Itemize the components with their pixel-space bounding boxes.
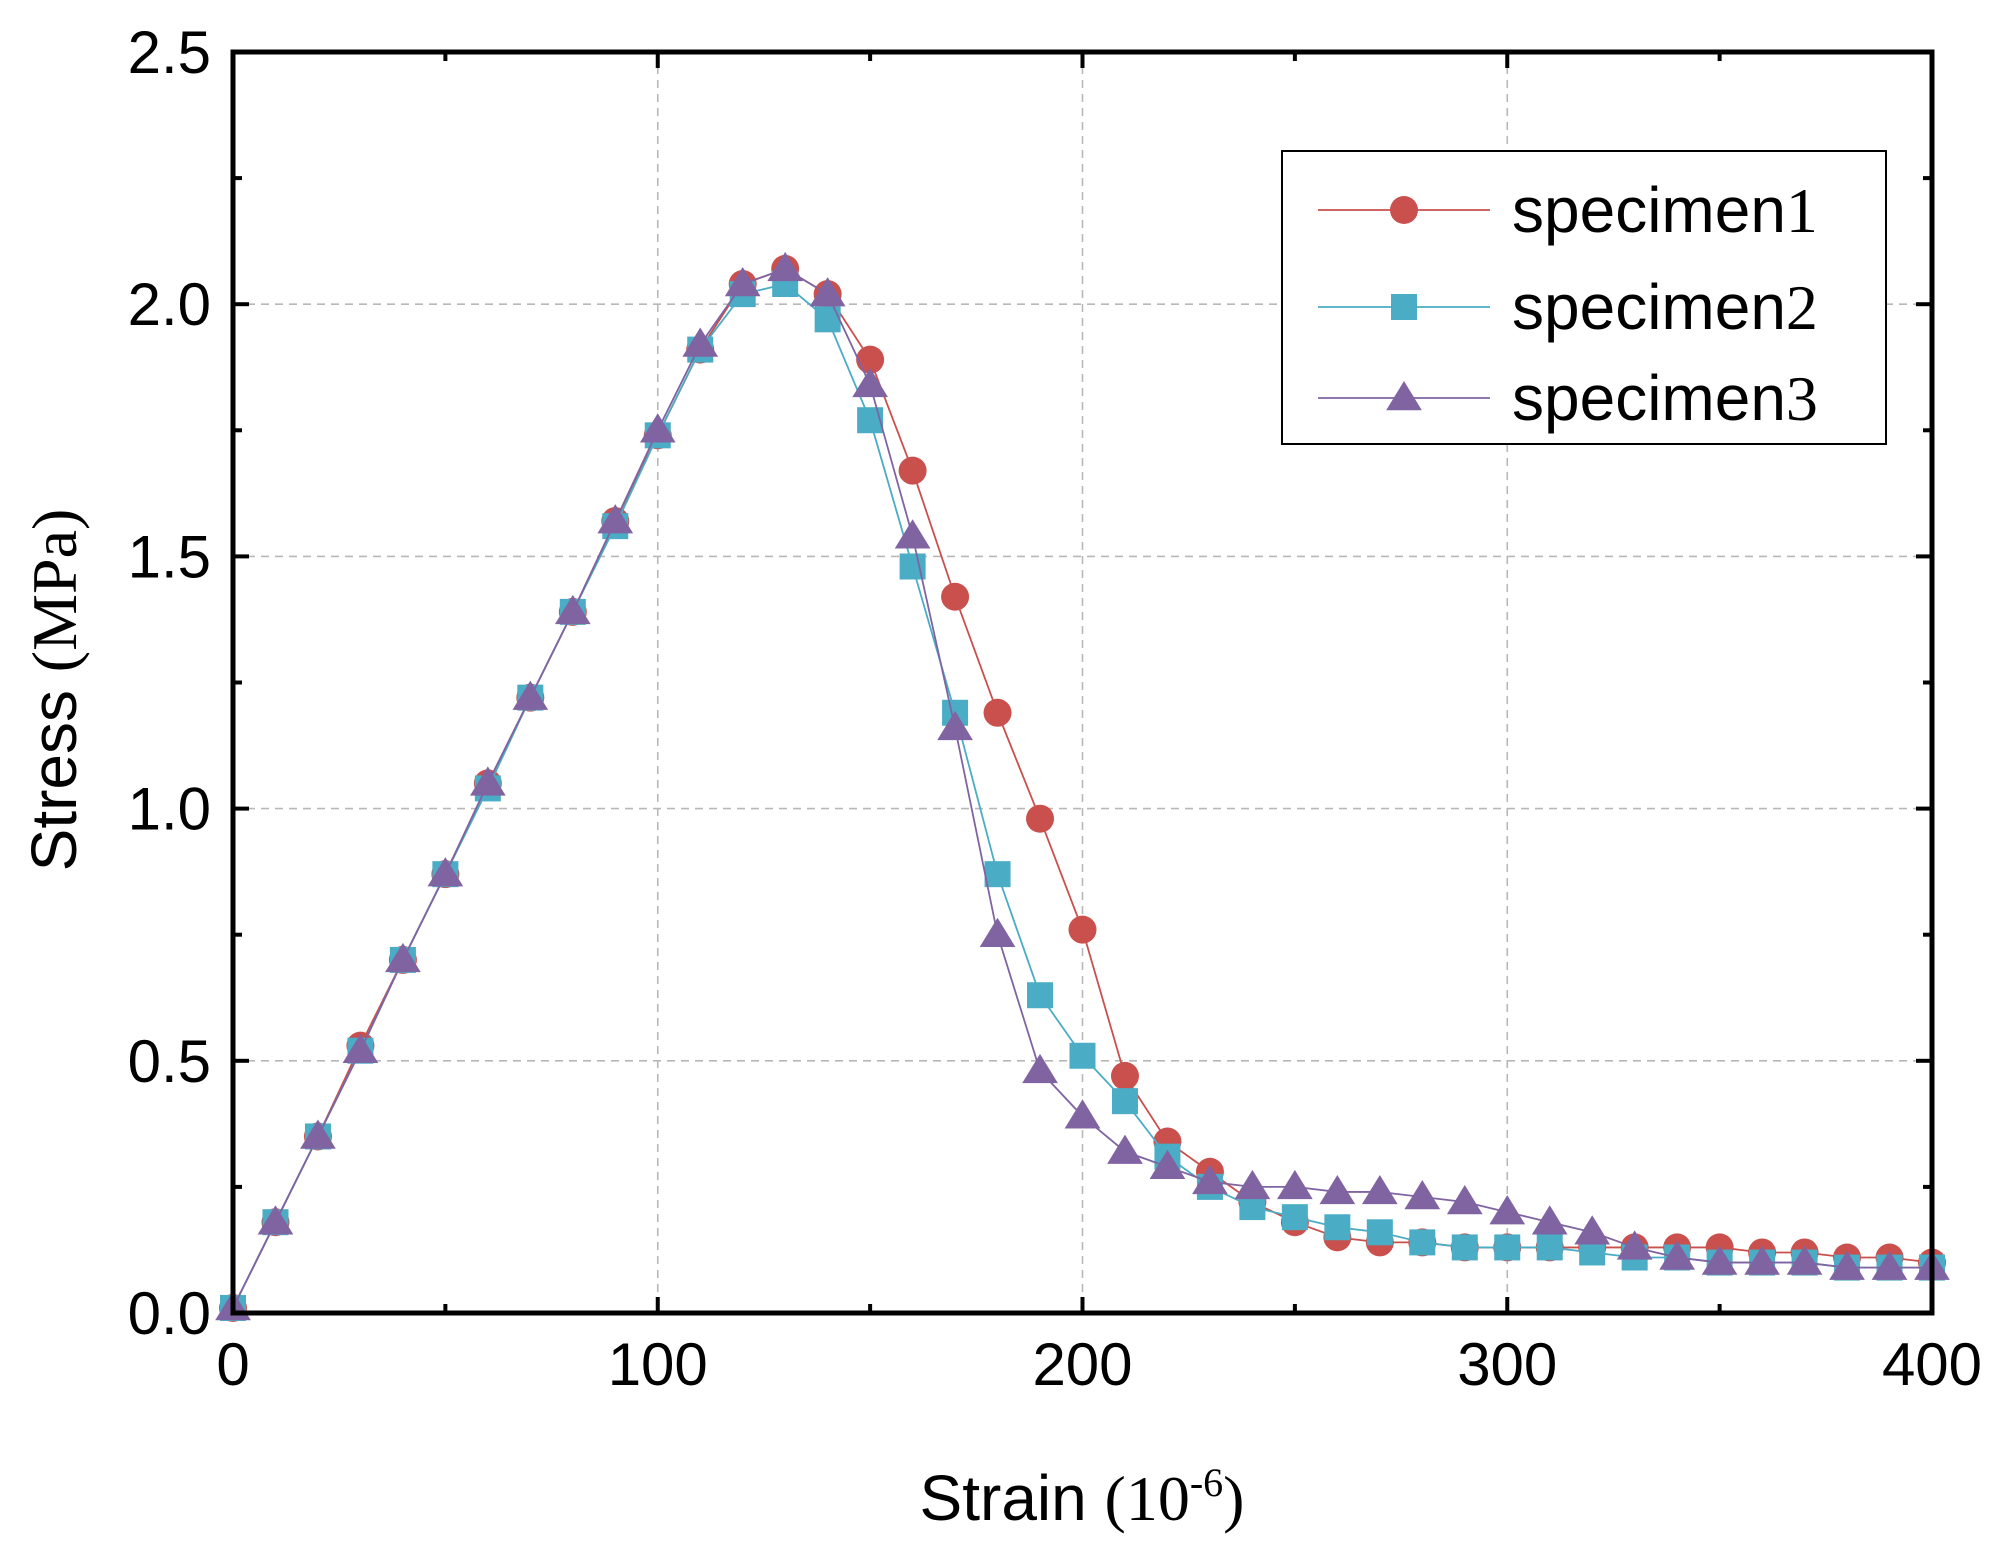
specimen3-point	[1616, 1230, 1653, 1260]
y-axis-title: Stress (MPa)	[18, 509, 90, 872]
legend-marker-specimen1	[1390, 196, 1418, 224]
specimen3-point	[1829, 1250, 1865, 1280]
y-tick-label: 0.0	[128, 1280, 211, 1347]
specimen2-point	[857, 407, 884, 434]
specimen3-point	[1234, 1169, 1271, 1200]
specimen3-point	[554, 594, 591, 625]
specimen3-point	[809, 277, 846, 307]
specimen3-point	[257, 1205, 294, 1235]
specimen3-point	[342, 1033, 379, 1063]
specimen3-point	[385, 942, 421, 973]
specimen3-point	[1277, 1169, 1313, 1200]
specimen3-point	[1701, 1245, 1738, 1275]
specimen3-point	[1531, 1205, 1568, 1235]
specimen1-point	[1110, 1061, 1139, 1090]
specimen3-point	[894, 519, 931, 549]
x-tick-label: 100	[608, 1331, 708, 1398]
y-tick-label: 1.0	[128, 776, 211, 843]
specimen3-point	[1404, 1179, 1441, 1210]
legend-entry-specimen1: specimen1	[1318, 174, 1818, 246]
specimen3-point	[1107, 1134, 1143, 1164]
specimen1-point	[1068, 915, 1097, 944]
specimen3-point	[724, 267, 761, 297]
specimen3-point	[1319, 1174, 1356, 1205]
axis-ticks	[231, 50, 1934, 1315]
specimen3-point	[597, 504, 634, 534]
y-tick-label: 2.0	[128, 271, 211, 338]
specimen3-point	[767, 251, 804, 282]
specimen1-point	[941, 582, 970, 611]
legend: specimen1 specimen2 specimen3	[1281, 150, 1887, 445]
specimen3-point	[1149, 1149, 1186, 1179]
specimen2-point	[1281, 1204, 1308, 1231]
specimen2-point	[814, 306, 841, 333]
series-layer	[215, 251, 1950, 1322]
specimen2-point	[1069, 1042, 1096, 1069]
specimen2-point	[1111, 1088, 1138, 1115]
specimen3-point	[937, 710, 973, 741]
specimen1-point	[983, 698, 1012, 727]
specimen3-point	[1786, 1245, 1823, 1275]
y-tick-label: 1.5	[128, 523, 211, 590]
specimen3-point	[1744, 1245, 1780, 1275]
specimen3-point	[1192, 1164, 1228, 1195]
specimen1-point	[856, 345, 885, 374]
specimen2-point	[1536, 1234, 1563, 1261]
specimen2-point	[1366, 1219, 1393, 1246]
specimen3-series	[215, 251, 1950, 1321]
specimen3-point	[639, 413, 676, 443]
specimen3-point	[1659, 1240, 1695, 1270]
specimen3-point	[1022, 1053, 1058, 1084]
specimen3-point	[1574, 1215, 1611, 1245]
axis-tick-labels: 0 100 200 300 400 0.0 0.5 1.0 1.5 2.0 2.5	[128, 19, 1982, 1398]
specimen1-point	[1026, 804, 1055, 833]
specimen1-point	[898, 456, 927, 485]
x-axis-title: Strain (10-6)	[920, 1460, 1245, 1534]
legend-marker-specimen3	[1386, 381, 1422, 411]
specimen2-point	[984, 861, 1011, 888]
legend-label-specimen3: specimen3	[1512, 362, 1818, 434]
legend-label-specimen1: specimen1	[1512, 174, 1818, 246]
specimen2-point	[1027, 982, 1054, 1009]
specimen3-point	[979, 917, 1016, 947]
y-tick-label: 0.5	[128, 1028, 211, 1095]
legend-label-specimen2: specimen2	[1512, 271, 1818, 343]
x-tick-label: 300	[1457, 1331, 1557, 1398]
y-tick-label: 2.5	[128, 19, 211, 86]
specimen3-point	[1489, 1195, 1526, 1225]
x-tick-label: 400	[1882, 1331, 1982, 1398]
legend-entry-specimen2: specimen2	[1318, 271, 1818, 343]
specimen3-point	[1446, 1185, 1483, 1215]
legend-box	[1281, 150, 1887, 445]
specimen3-point	[682, 327, 719, 357]
specimen3-point	[1361, 1174, 1398, 1205]
specimen3-point	[427, 857, 464, 887]
legend-entry-specimen3: specimen3	[1318, 362, 1818, 434]
specimen3-point	[300, 1119, 336, 1149]
specimen2-point	[1324, 1214, 1351, 1241]
specimen3-point	[852, 367, 888, 398]
specimen3-point	[1064, 1099, 1101, 1129]
specimen2-point	[1451, 1234, 1478, 1261]
specimen3-point	[1871, 1250, 1908, 1280]
legend-marker-specimen2	[1391, 294, 1417, 320]
specimen2-point	[1409, 1229, 1436, 1256]
x-tick-label: 200	[1032, 1331, 1132, 1398]
specimen2-point	[1494, 1234, 1521, 1261]
specimen3-point	[470, 766, 506, 796]
x-tick-label: 0	[216, 1331, 249, 1398]
specimen3-point	[512, 680, 549, 710]
